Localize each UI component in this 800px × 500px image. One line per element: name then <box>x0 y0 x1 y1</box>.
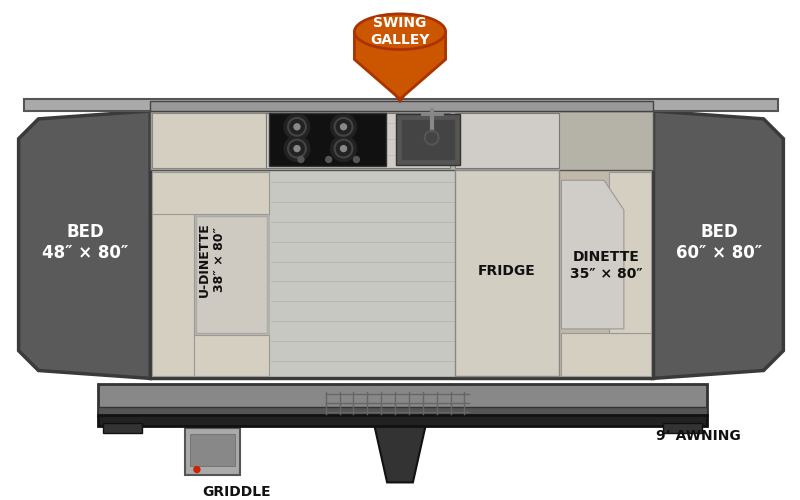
Bar <box>270 113 386 166</box>
Text: GRIDDLE: GRIDDLE <box>202 486 271 500</box>
Polygon shape <box>653 111 783 378</box>
Polygon shape <box>380 74 420 101</box>
Circle shape <box>354 156 359 162</box>
Text: 9’ AWNING: 9’ AWNING <box>655 429 740 443</box>
Polygon shape <box>354 32 446 99</box>
Bar <box>150 111 653 170</box>
Text: SWING
GALLEY: SWING GALLEY <box>370 16 430 48</box>
Circle shape <box>194 466 200 472</box>
Bar <box>152 113 266 168</box>
Circle shape <box>294 124 300 130</box>
Text: FRIDGE: FRIDGE <box>478 264 536 278</box>
Circle shape <box>284 114 310 140</box>
Bar <box>190 434 234 466</box>
Bar <box>103 423 142 433</box>
Text: BED
48″ × 80″: BED 48″ × 80″ <box>42 224 128 262</box>
Bar <box>152 172 194 376</box>
Bar <box>455 113 559 168</box>
Bar <box>98 415 707 426</box>
Bar <box>23 99 778 111</box>
Polygon shape <box>372 416 428 482</box>
Circle shape <box>341 124 346 130</box>
Text: BED
60″ × 80″: BED 60″ × 80″ <box>676 224 762 262</box>
Bar <box>662 423 702 433</box>
Bar <box>609 172 650 333</box>
Bar <box>396 114 461 166</box>
Bar <box>270 113 507 376</box>
Circle shape <box>294 146 300 152</box>
Bar <box>401 119 455 160</box>
Bar <box>150 101 653 111</box>
Polygon shape <box>562 180 624 329</box>
Circle shape <box>298 156 304 162</box>
Bar <box>98 384 707 416</box>
Circle shape <box>284 136 310 162</box>
Bar <box>196 216 267 333</box>
Circle shape <box>330 136 357 162</box>
Bar <box>150 111 653 378</box>
Bar <box>98 407 707 416</box>
Bar <box>152 172 270 214</box>
Bar <box>194 335 270 376</box>
Bar <box>185 428 239 476</box>
Bar <box>266 113 450 168</box>
Bar <box>562 333 650 376</box>
Circle shape <box>326 156 332 162</box>
Ellipse shape <box>354 14 446 50</box>
Circle shape <box>330 114 357 140</box>
Text: DINETTE
35″ × 80″: DINETTE 35″ × 80″ <box>570 250 642 280</box>
Circle shape <box>341 146 346 152</box>
Polygon shape <box>18 111 150 378</box>
Text: U-DINETTE
38″ × 80″: U-DINETTE 38″ × 80″ <box>198 222 226 297</box>
Bar <box>455 170 559 376</box>
